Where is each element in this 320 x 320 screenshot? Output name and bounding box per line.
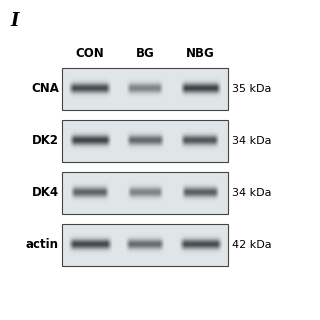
Text: 34 kDa: 34 kDa xyxy=(232,188,271,198)
Text: DK2: DK2 xyxy=(32,134,59,148)
Text: CNA: CNA xyxy=(31,83,59,95)
Text: BG: BG xyxy=(136,47,154,60)
Text: 34 kDa: 34 kDa xyxy=(232,136,271,146)
Text: CON: CON xyxy=(75,47,104,60)
Text: 42 kDa: 42 kDa xyxy=(232,240,272,250)
Text: I: I xyxy=(10,12,18,30)
Text: 35 kDa: 35 kDa xyxy=(232,84,271,94)
Text: DK4: DK4 xyxy=(32,187,59,199)
Bar xyxy=(62,120,228,162)
Bar xyxy=(62,68,228,110)
Text: actin: actin xyxy=(26,238,59,252)
Bar xyxy=(62,224,228,266)
Bar xyxy=(62,172,228,214)
Text: NBG: NBG xyxy=(186,47,215,60)
